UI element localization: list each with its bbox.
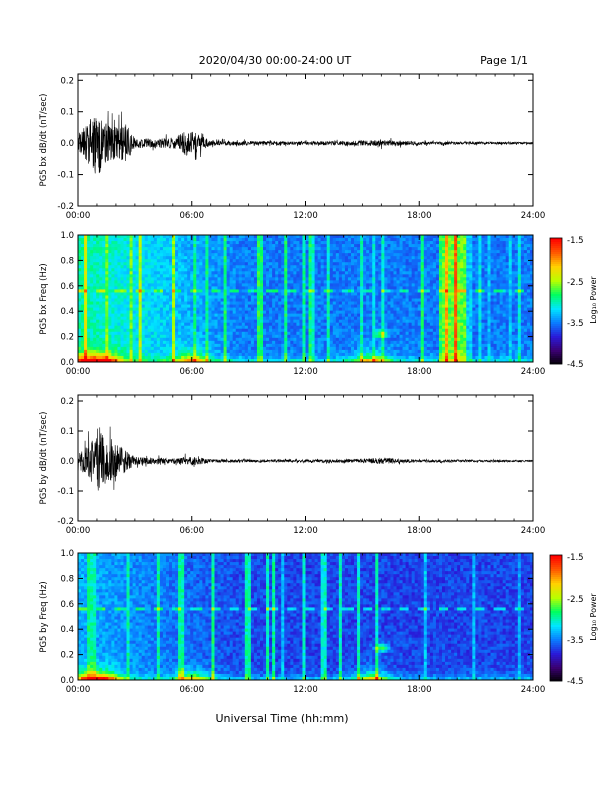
- y-axis: 0.2 0.1 0.0 -0.1 -0.2: [57, 397, 533, 527]
- y-axis: 0.2 0.1 0.0 -0.1 -0.2: [57, 76, 533, 212]
- x-tick-label: 12:00: [293, 211, 318, 221]
- y-tick-label: 1.0: [60, 549, 74, 559]
- y-tick-label: 0.0: [60, 457, 74, 467]
- y-tick-label: 0.0: [60, 676, 74, 686]
- y-tick-label: 0.0: [60, 358, 74, 368]
- colorbar-label: Log₁₀ Power: [589, 276, 598, 324]
- y-tick-label: 1.0: [60, 231, 74, 241]
- panel-by-spectrogram: 1.0 0.8 0.6 0.4 0.2 0.0 00:00 06:00 12:00 18:00 2…: [39, 549, 545, 695]
- y-tick-label: 0.2: [60, 651, 74, 661]
- x-tick-label: 06:00: [180, 526, 205, 536]
- y-tick-label: 0.0: [60, 139, 74, 149]
- x-tick-label: 12:00: [293, 367, 318, 377]
- y-axis: 1.0 0.8 0.6 0.4 0.2 0.0: [60, 549, 533, 686]
- y-tick-label: 0.2: [60, 397, 74, 407]
- x-axis: 00:00 06:00 12:00 18:00 24:00: [66, 74, 546, 221]
- page-title: 2020/04/30 00:00-24:00 UT: [199, 54, 352, 67]
- y-tick-label: 0.4: [60, 625, 74, 635]
- colorbar-by: -1.5 -2.5 -3.5 -4.5 Log₁₀ Power: [549, 553, 598, 687]
- x-tick-label: 12:00: [293, 526, 318, 536]
- y-tick-label: -0.1: [57, 171, 74, 181]
- x-tick-label: 00:00: [66, 367, 91, 377]
- panel-bx-timeseries: 0.2 0.1 0.0 -0.1 -0.2 00:00 06:00 12:00 18:00 24…: [39, 73, 546, 221]
- y-tick-label: 0.8: [60, 574, 74, 584]
- y-tick-label: 0.1: [60, 427, 74, 437]
- panel-bx-spectrogram: 1.0 0.8 0.6 0.4 0.2 0.0 00:00 06:00 12:00 18:00 2…: [39, 231, 545, 377]
- x-axis: 00:00 06:00 12:00 18:00 24:00: [66, 395, 546, 536]
- y-tick-label: 0.4: [60, 307, 74, 317]
- x-tick-label: 00:00: [66, 211, 91, 221]
- x-tick-label: 06:00: [180, 685, 205, 695]
- colorbar-tick-label: -3.5: [567, 319, 584, 329]
- colorbar-tick-label: -1.5: [567, 553, 584, 563]
- x-tick-label: 24:00: [521, 367, 546, 377]
- plot-frame: [77, 394, 534, 522]
- colorbar-tick-label: -2.5: [567, 278, 584, 288]
- x-axis: 00:00 06:00 12:00 18:00 24:00: [66, 235, 546, 377]
- x-tick-label: 06:00: [180, 367, 205, 377]
- x-tick-label: 24:00: [521, 685, 546, 695]
- y-tick-label: 0.8: [60, 256, 74, 266]
- colorbar-tick-label: -2.5: [567, 595, 584, 605]
- x-axis-label: Universal Time (hh:mm): [216, 712, 349, 725]
- x-tick-label: 18:00: [407, 526, 432, 536]
- x-tick-label: 12:00: [293, 685, 318, 695]
- x-tick-label: 18:00: [407, 367, 432, 377]
- y-axis-label: PG5 bx dB/dt (nT/sec): [39, 94, 49, 187]
- y-tick-label: -0.2: [57, 517, 74, 527]
- colorbar-tick-label: -4.5: [567, 677, 584, 687]
- by-spectrogram-heatmap: [78, 553, 534, 681]
- colorbar-tick-label: -3.5: [567, 636, 584, 646]
- y-tick-label: 0.2: [60, 76, 74, 86]
- bx-spectrogram-heatmap: [78, 235, 534, 363]
- y-tick-label: -0.1: [57, 487, 74, 497]
- colorbar-bx: -1.5 -2.5 -3.5 -4.5 Log₁₀ Power: [549, 236, 598, 370]
- page-number: Page 1/1: [480, 54, 528, 67]
- colorbar-frame: [549, 554, 563, 682]
- y-axis-label: PG5 bx Freq (Hz): [39, 263, 49, 334]
- colorbar-tick-label: -1.5: [567, 236, 584, 246]
- y-tick-label: 0.6: [60, 282, 74, 292]
- x-tick-label: 06:00: [180, 211, 205, 221]
- x-tick-label: 24:00: [521, 211, 546, 221]
- x-tick-label: 00:00: [66, 685, 91, 695]
- colorbar-label: Log₁₀ Power: [589, 593, 598, 641]
- x-tick-label: 18:00: [407, 211, 432, 221]
- y-tick-label: 0.1: [60, 108, 74, 118]
- y-axis-label: PG5 by Freq (Hz): [39, 581, 49, 652]
- panel-by-timeseries: 0.2 0.1 0.0 -0.1 -0.2 00:00 06:00 12:00 18:00 24…: [39, 394, 546, 536]
- y-tick-label: 0.6: [60, 600, 74, 610]
- x-tick-label: 00:00: [66, 526, 91, 536]
- y-axis: 1.0 0.8 0.6 0.4 0.2 0.0: [60, 231, 533, 368]
- x-tick-label: 18:00: [407, 685, 432, 695]
- bx-dbdt-trace: [78, 111, 533, 174]
- y-tick-label: 0.2: [60, 333, 74, 343]
- y-axis-label: PG5 by dB/dt (nT/sec): [39, 412, 49, 505]
- x-axis: 00:00 06:00 12:00 18:00 24:00: [66, 553, 546, 695]
- colorbar-tick-label: -4.5: [567, 360, 584, 370]
- by-dbdt-trace: [78, 426, 533, 491]
- y-tick-label: -0.2: [57, 202, 74, 212]
- x-tick-label: 24:00: [521, 526, 546, 536]
- colorbar-frame: [549, 237, 563, 365]
